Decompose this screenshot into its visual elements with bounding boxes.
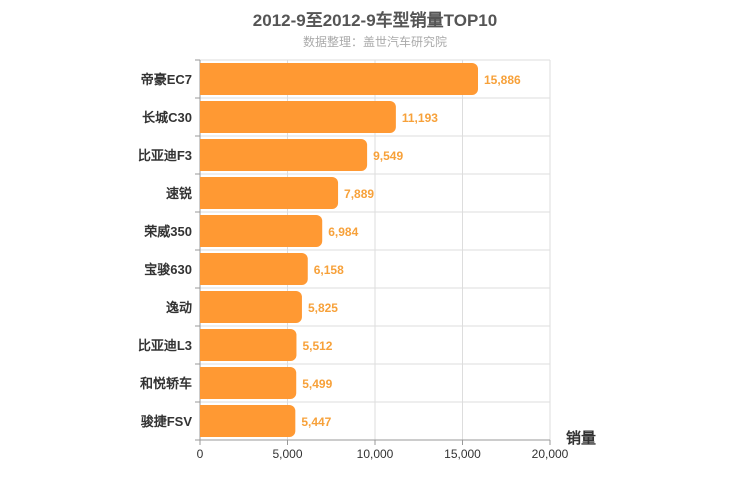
- bar-base: [200, 329, 208, 361]
- category-label: 比亚迪F3: [138, 148, 192, 163]
- category-label: 速锐: [166, 186, 192, 201]
- bar: [200, 253, 308, 285]
- bar-layer: [200, 63, 479, 437]
- bar-base: [200, 367, 208, 399]
- category-label: 帝豪EC7: [141, 72, 192, 87]
- value-label: 15,886: [484, 73, 521, 87]
- bar-base: [200, 215, 208, 247]
- category-label: 和悦轿车: [140, 376, 192, 391]
- bar: [200, 215, 323, 247]
- bar: [200, 139, 368, 171]
- bar-base: [200, 405, 208, 437]
- value-label: 5,825: [308, 301, 338, 315]
- value-label: 6,158: [314, 263, 344, 277]
- value-label: 5,447: [301, 415, 331, 429]
- bar: [200, 177, 339, 209]
- category-label: 比亚迪L3: [138, 338, 192, 353]
- x-tick-label: 0: [197, 447, 204, 461]
- chart-title: 2012-9至2012-9车型销量TOP10: [252, 11, 498, 30]
- value-label: 6,984: [328, 225, 358, 239]
- x-tick-label: 20,000: [532, 447, 569, 461]
- x-tick-label: 15,000: [444, 447, 481, 461]
- bar: [200, 101, 396, 133]
- category-label: 宝骏630: [144, 262, 192, 277]
- bar: [200, 329, 297, 361]
- bar-base: [200, 101, 208, 133]
- value-label: 11,193: [402, 111, 438, 125]
- chart-subtitle: 数据整理：盖世汽车研究院: [302, 35, 447, 49]
- category-label: 长城C30: [142, 110, 192, 125]
- bar-base: [200, 139, 208, 171]
- bar-base: [200, 177, 208, 209]
- x-tick-label: 5,000: [272, 447, 302, 461]
- x-tick-label: 10,000: [357, 447, 394, 461]
- x-axis-title: 销量: [566, 429, 596, 447]
- bar: [200, 367, 297, 399]
- bar: [200, 405, 296, 437]
- value-label: 7,889: [344, 187, 374, 201]
- label-layer: 0 5,000 10,000 15,000 20,000 帝豪EC7 15,886 长城C30…: [138, 72, 569, 461]
- value-label: 5,499: [302, 377, 332, 391]
- category-label: 逸动: [166, 300, 192, 315]
- category-label: 骏捷FSV: [141, 414, 193, 429]
- bar: [200, 291, 302, 323]
- category-label: 荣威350: [143, 224, 192, 239]
- value-label: 9,549: [373, 149, 403, 163]
- bar-base: [200, 291, 208, 323]
- value-label: 5,512: [302, 339, 332, 353]
- bar-base: [200, 63, 208, 95]
- bar-base: [200, 253, 208, 285]
- bar: [200, 63, 479, 95]
